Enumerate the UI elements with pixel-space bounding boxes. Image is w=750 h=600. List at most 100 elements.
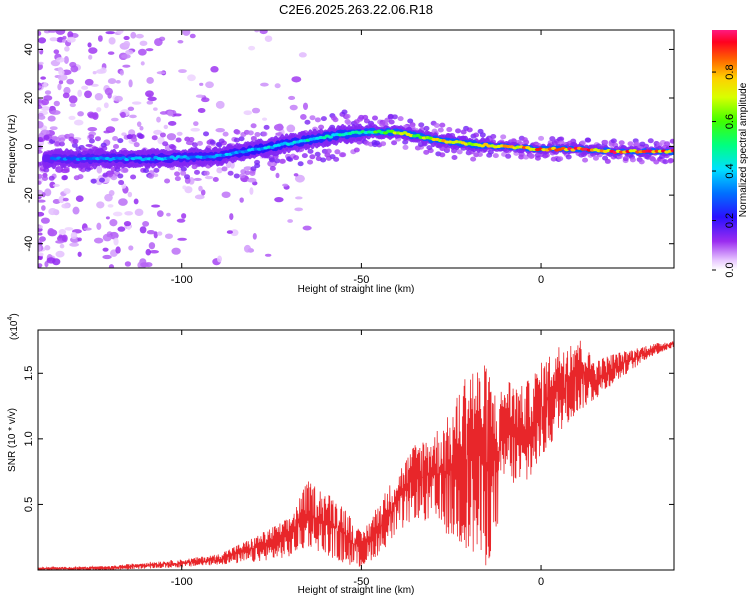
heatmap-cell [44, 260, 49, 268]
heatmap-cell [274, 83, 281, 89]
spectrogram-x-tick-label: -100 [171, 274, 193, 286]
heatmap-cell [40, 217, 50, 224]
heatmap-cell [309, 115, 316, 121]
heatmap-cell [173, 113, 182, 117]
heatmap-cell [455, 128, 462, 134]
heatmap-cell [139, 126, 144, 131]
heatmap-cell [59, 137, 66, 143]
heatmap-cell [81, 85, 89, 90]
heatmap-cell [114, 95, 123, 102]
heatmap-cell [58, 195, 65, 204]
snr-x-tick-label: -100 [171, 576, 193, 588]
heatmap-cell [201, 97, 210, 103]
heatmap-cell [51, 135, 58, 141]
heatmap-cell [63, 188, 71, 195]
heatmap-cell [159, 132, 166, 138]
snr-y-tick-label: 1.5 [23, 366, 35, 381]
heatmap-cell [58, 228, 67, 235]
heatmap-cell [217, 255, 223, 263]
heatmap-cell [50, 110, 61, 115]
heatmap-cell [115, 246, 121, 254]
heatmap-cell [77, 89, 83, 98]
heatmap-cell [72, 138, 79, 144]
heatmap-cell [124, 261, 132, 267]
heatmap-cell [249, 187, 254, 195]
heatmap-cell [113, 144, 120, 150]
heatmap-cell [63, 86, 71, 95]
heatmap-cell [38, 149, 43, 154]
heatmap-cell [87, 42, 92, 48]
heatmap-cell [103, 102, 109, 109]
heatmap-cell [233, 173, 240, 179]
heatmap-cell [549, 136, 556, 142]
heatmap-cell [293, 173, 299, 177]
heatmap-cell [166, 133, 177, 141]
heatmap-cell [38, 144, 42, 150]
heatmap-cell [117, 138, 124, 144]
colorbar-label: Normalized spectral amplitude [738, 82, 749, 217]
heatmap-cell [110, 117, 119, 122]
heatmap-cell [212, 177, 219, 183]
svg-text:(x104): (x104) [7, 313, 20, 340]
heatmap-cell [402, 139, 409, 145]
heatmap-cell [142, 221, 150, 227]
heatmap-cell [57, 74, 68, 81]
heatmap-cell [131, 137, 138, 143]
heatmap-cell [182, 185, 187, 190]
heatmap-cell [156, 71, 166, 75]
heatmap-cell [156, 210, 164, 217]
heatmap-cell [275, 172, 280, 179]
heatmap-cell [98, 177, 105, 183]
heatmap-cell [307, 148, 314, 154]
heatmap-cell [96, 165, 103, 174]
heatmap-cell [39, 236, 46, 242]
heatmap-cell [528, 153, 535, 159]
heatmap-cell [63, 55, 69, 64]
heatmap-cell [38, 189, 43, 194]
heatmap-cell [269, 157, 276, 163]
heatmap-cell [88, 54, 93, 60]
heatmap-cell [77, 237, 82, 242]
heatmap-cell [123, 40, 131, 48]
heatmap-cell [38, 136, 44, 142]
heatmap-cell [466, 127, 473, 133]
heatmap-cell [629, 157, 636, 163]
heatmap-cell [41, 205, 46, 211]
heatmap-cell [107, 78, 117, 85]
heatmap-cell [293, 155, 300, 161]
heatmap-cell [287, 219, 293, 223]
heatmap-cell [61, 39, 67, 43]
heatmap-cell [518, 151, 525, 157]
heatmap-cell [107, 92, 112, 99]
colorbar-tick-label: 0.0 [724, 262, 736, 277]
heatmap-cell [140, 61, 145, 66]
heatmap-cell [226, 230, 233, 234]
heatmap-cell [49, 37, 58, 42]
heatmap-cell [270, 161, 275, 167]
snr-x-ticks: -100 -50 0 [171, 330, 544, 588]
heatmap-cell [38, 199, 46, 203]
heatmap-cell [243, 166, 253, 171]
colorbar-tick-label: 0.4 [724, 163, 736, 178]
heatmap-cell [113, 237, 119, 246]
heatmap-cell [38, 173, 43, 179]
heatmap-cell [604, 158, 611, 164]
heatmap-cell [49, 126, 58, 131]
heatmap-cell [69, 242, 79, 247]
spectrogram-x-tick-label: -50 [353, 274, 369, 286]
heatmap-cell [610, 138, 617, 144]
colorbar-tick-label: 0.8 [724, 64, 736, 79]
heatmap-cell [407, 118, 414, 124]
heatmap-cell [73, 119, 84, 126]
snr-multiplier-base: (x10 [9, 320, 20, 340]
heatmap-cell [96, 222, 102, 230]
snr-x-label: Height of straight line (km) [298, 585, 415, 596]
heatmap-cell [274, 158, 281, 164]
heatmap-cell [107, 51, 115, 55]
heatmap-ridge-layer [38, 109, 674, 186]
heatmap-cell [43, 134, 50, 140]
spectrogram-y-tick-label: -20 [23, 187, 35, 203]
heatmap-cell [197, 108, 206, 114]
heatmap-cell [279, 158, 286, 164]
heatmap-cell [538, 135, 545, 141]
